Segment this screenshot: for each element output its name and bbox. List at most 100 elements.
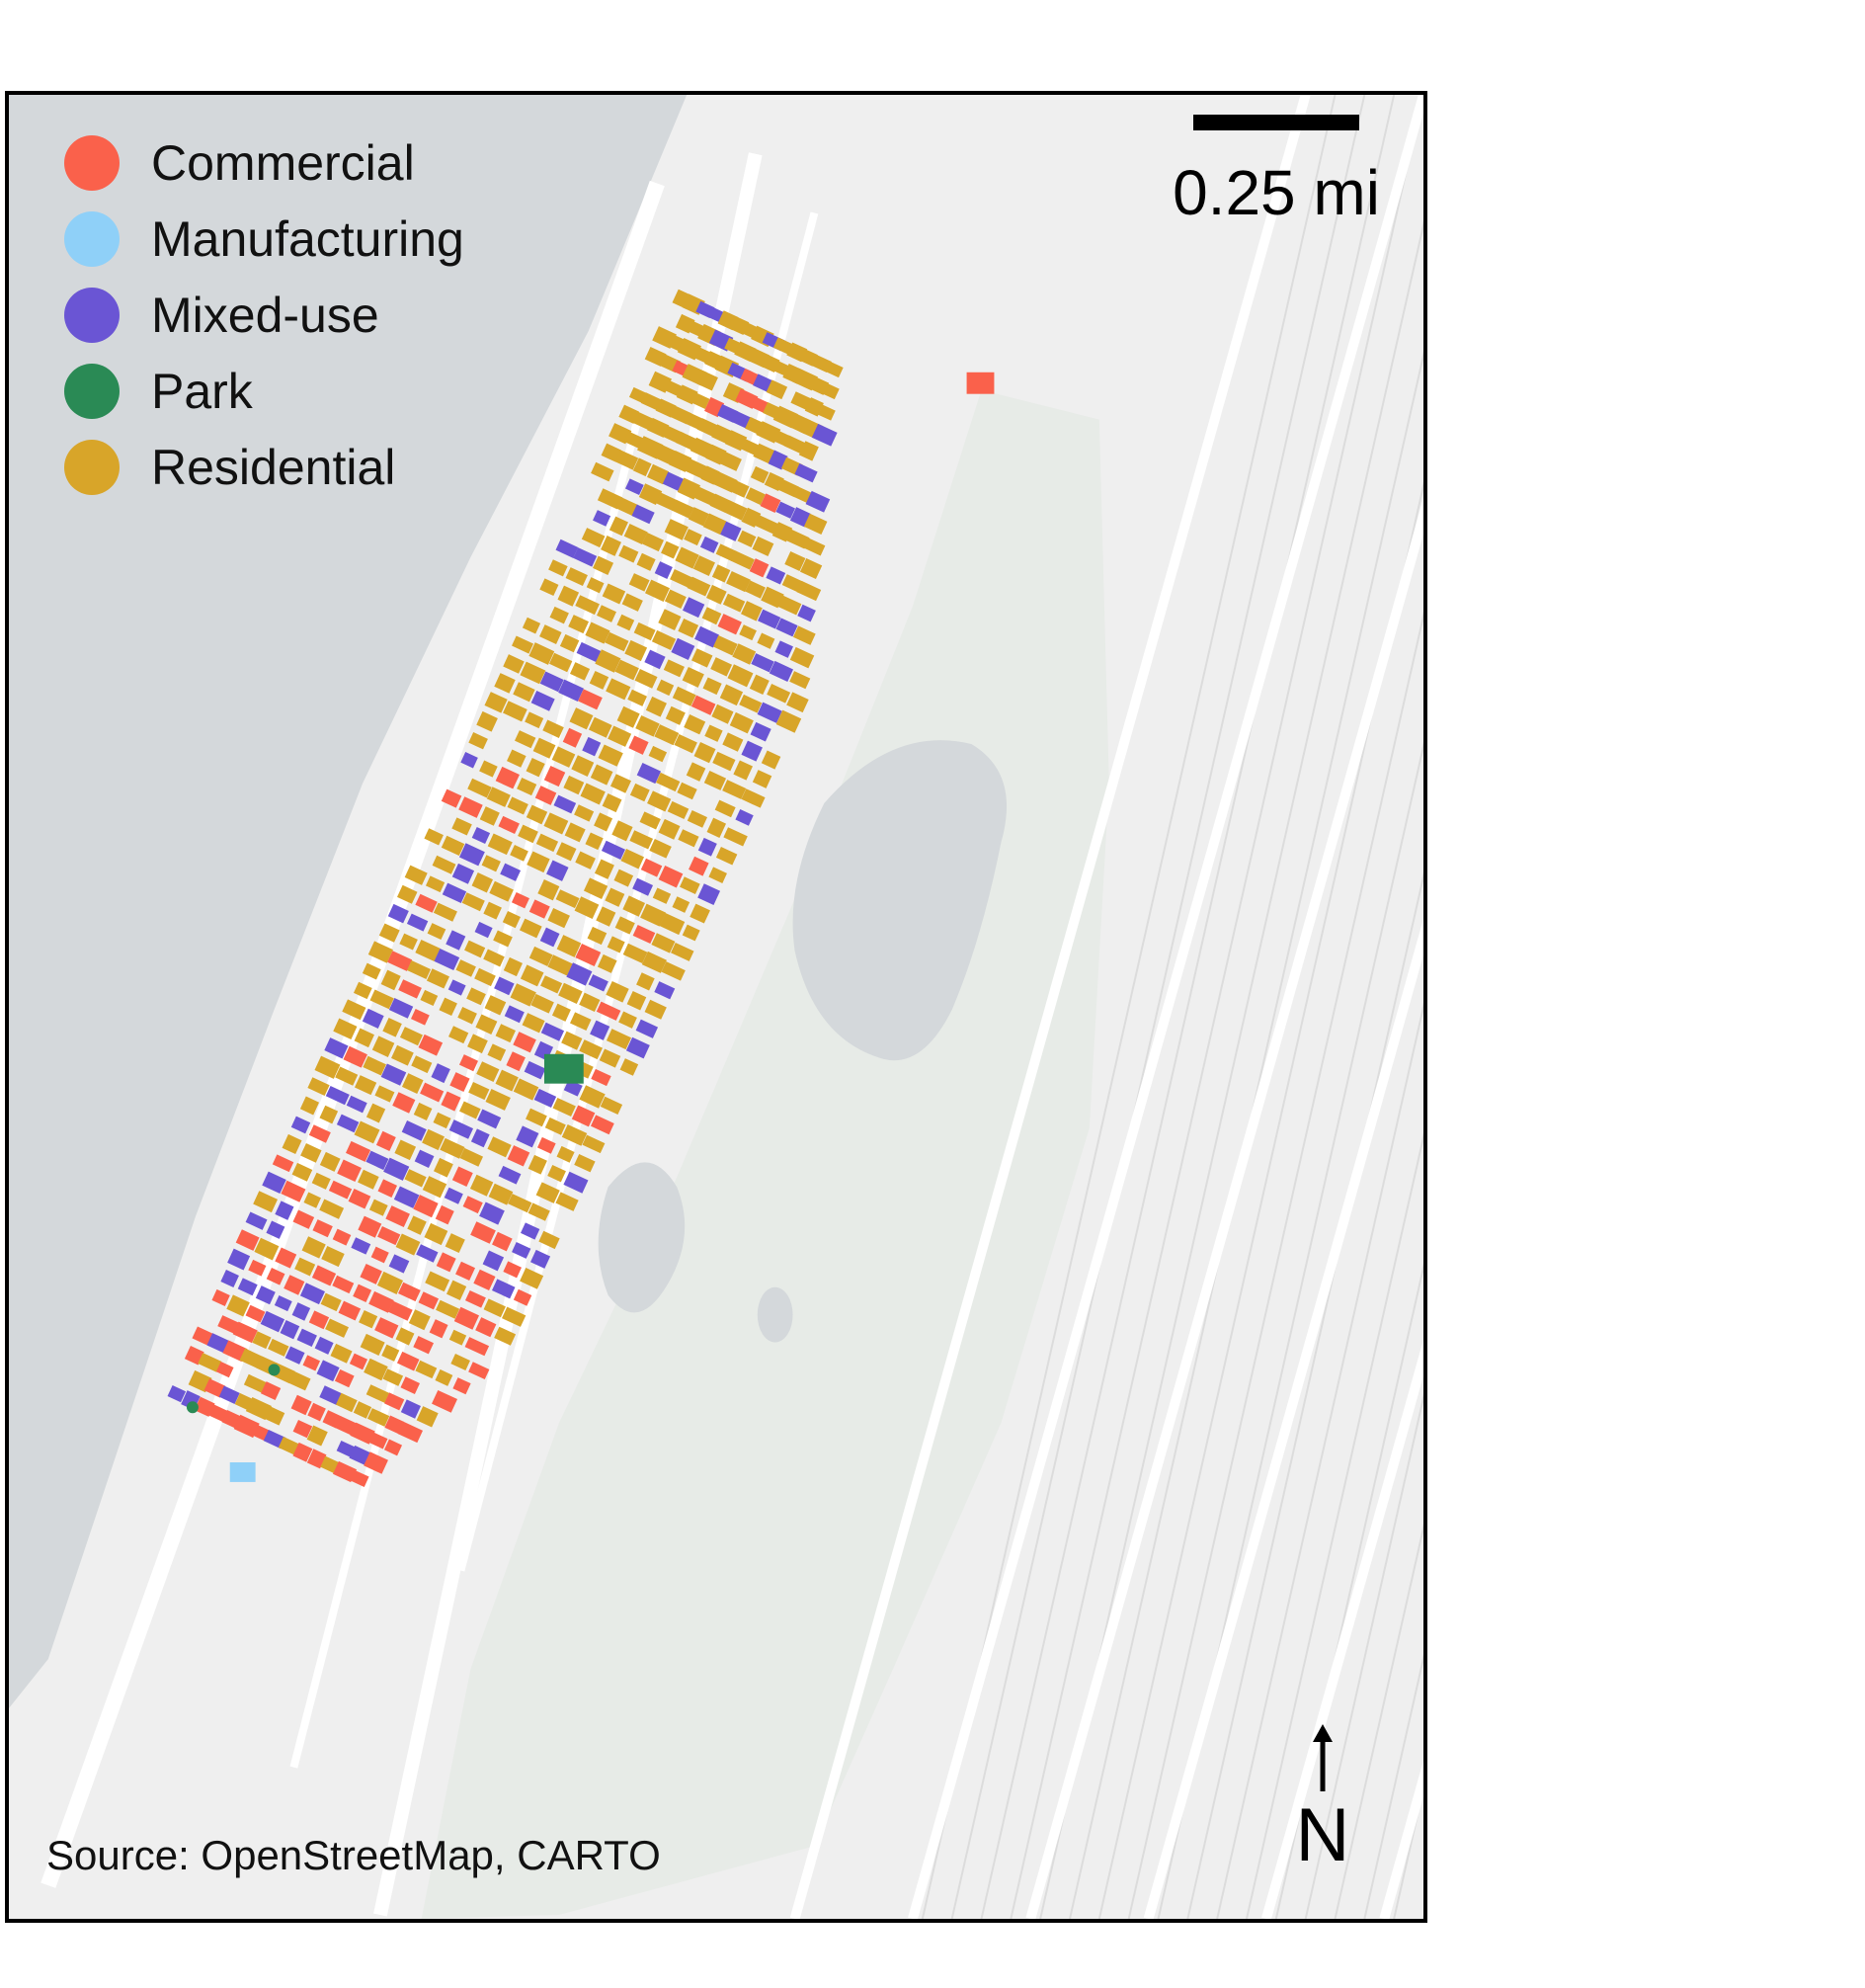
land-use-parcel xyxy=(507,796,528,815)
land-use-parcel xyxy=(578,689,603,710)
land-use-parcel xyxy=(605,887,625,907)
land-use-parcel xyxy=(583,877,608,899)
land-use-parcel xyxy=(284,1346,305,1365)
land-use-parcel xyxy=(543,812,569,835)
commercial-swatch-icon xyxy=(64,134,120,191)
land-use-parcel xyxy=(382,1368,404,1386)
land-use-parcel xyxy=(591,461,614,482)
land-use-parcel xyxy=(217,1315,240,1335)
land-use-parcel xyxy=(519,918,542,939)
land-use-parcel xyxy=(697,883,721,905)
land-use-parcel xyxy=(688,507,709,527)
land-use-parcel xyxy=(488,1183,514,1205)
land-use-parcel xyxy=(549,652,573,673)
park-parcel xyxy=(543,1053,584,1084)
land-use-parcel xyxy=(432,1389,458,1413)
land-use-parcel xyxy=(336,1114,360,1133)
land-use-parcel xyxy=(410,1009,430,1026)
land-use-parcel xyxy=(558,982,583,1004)
west-end-avenue xyxy=(289,418,642,1769)
land-use-parcel xyxy=(337,1159,362,1183)
land-use-parcel xyxy=(198,1353,222,1372)
land-use-parcel xyxy=(524,1060,546,1080)
land-use-parcel xyxy=(448,1329,467,1346)
land-use-parcel xyxy=(555,889,580,909)
land-use-parcel xyxy=(547,954,573,976)
land-use-parcels[interactable] xyxy=(167,289,995,1487)
land-use-parcel xyxy=(761,586,784,609)
land-use-parcel xyxy=(294,1257,316,1277)
land-use-parcel xyxy=(722,732,744,752)
land-use-parcel xyxy=(686,762,706,782)
land-use-parcel xyxy=(399,1027,423,1046)
land-use-parcel xyxy=(549,606,569,624)
land-use-parcel xyxy=(623,524,648,545)
east-street xyxy=(1039,220,1423,1919)
land-use-parcel xyxy=(692,485,717,506)
basemap[interactable] xyxy=(9,95,1423,1919)
land-use-parcel xyxy=(381,1344,400,1362)
land-use-parcel xyxy=(614,450,639,470)
land-use-parcel xyxy=(555,538,579,558)
land-use-parcel xyxy=(338,1300,362,1321)
land-use-parcel xyxy=(332,1275,355,1294)
land-use-parcel xyxy=(568,615,590,634)
north-arrow: N xyxy=(1283,1724,1362,1873)
land-use-parcel xyxy=(731,480,750,498)
land-use-parcel xyxy=(700,465,720,485)
land-use-parcel xyxy=(764,471,784,492)
land-use-parcel xyxy=(575,595,600,616)
land-use-parcel xyxy=(513,682,535,703)
land-use-parcel xyxy=(551,746,576,768)
map-frame[interactable]: Commercial Manufacturing Mixed-use Park … xyxy=(5,91,1427,1923)
land-use-parcel xyxy=(222,1340,248,1363)
land-use-parcel xyxy=(453,1306,480,1330)
land-use-parcel xyxy=(470,1128,490,1148)
land-use-parcel xyxy=(354,1028,374,1048)
land-use-parcel xyxy=(601,840,625,860)
land-use-parcel xyxy=(750,721,771,742)
land-use-parcel xyxy=(624,478,644,496)
land-use-parcel xyxy=(664,589,687,609)
land-use-parcel xyxy=(404,865,428,885)
land-use-parcel xyxy=(422,1128,445,1151)
land-use-parcel xyxy=(407,1215,427,1235)
land-use-parcel xyxy=(464,1289,486,1308)
land-use-parcel xyxy=(362,962,381,980)
land-use-parcel xyxy=(495,1024,516,1043)
land-use-parcel xyxy=(687,810,707,828)
commercial-parcel xyxy=(966,372,995,394)
land-use-parcel xyxy=(458,1054,479,1072)
land-use-parcel xyxy=(280,1319,300,1340)
land-use-parcel xyxy=(302,1355,321,1371)
land-use-parcel xyxy=(360,1333,385,1356)
land-use-parcel xyxy=(741,740,763,762)
land-use-parcel xyxy=(803,513,828,535)
land-use-parcel xyxy=(353,981,372,1000)
land-use-parcel xyxy=(730,410,753,430)
land-use-parcel xyxy=(375,1130,396,1152)
land-use-parcel xyxy=(253,1191,279,1213)
land-use-parcel xyxy=(306,1425,328,1447)
land-use-parcel xyxy=(368,1199,388,1216)
land-use-parcel xyxy=(588,974,608,992)
east-avenue xyxy=(789,95,1311,1919)
land-use-parcel xyxy=(513,1078,539,1101)
land-use-parcel xyxy=(598,744,623,767)
land-use-parcel xyxy=(475,1317,497,1338)
land-use-parcel xyxy=(672,896,690,913)
land-use-parcel xyxy=(678,829,699,848)
land-use-parcel xyxy=(547,1164,566,1183)
land-use-parcel xyxy=(427,923,446,941)
land-use-parcel xyxy=(431,1063,450,1084)
land-use-parcel xyxy=(653,444,678,465)
land-use-parcel xyxy=(362,1008,384,1029)
legend: Commercial Manufacturing Mixed-use Park … xyxy=(64,124,464,505)
land-use-parcel xyxy=(261,1381,282,1401)
land-use-parcel xyxy=(300,1142,322,1163)
land-use-parcel xyxy=(503,956,523,977)
land-use-parcel xyxy=(433,902,457,922)
legend-label: Residential xyxy=(151,439,396,495)
east-street xyxy=(1304,1393,1423,1919)
land-use-parcel xyxy=(471,872,493,893)
